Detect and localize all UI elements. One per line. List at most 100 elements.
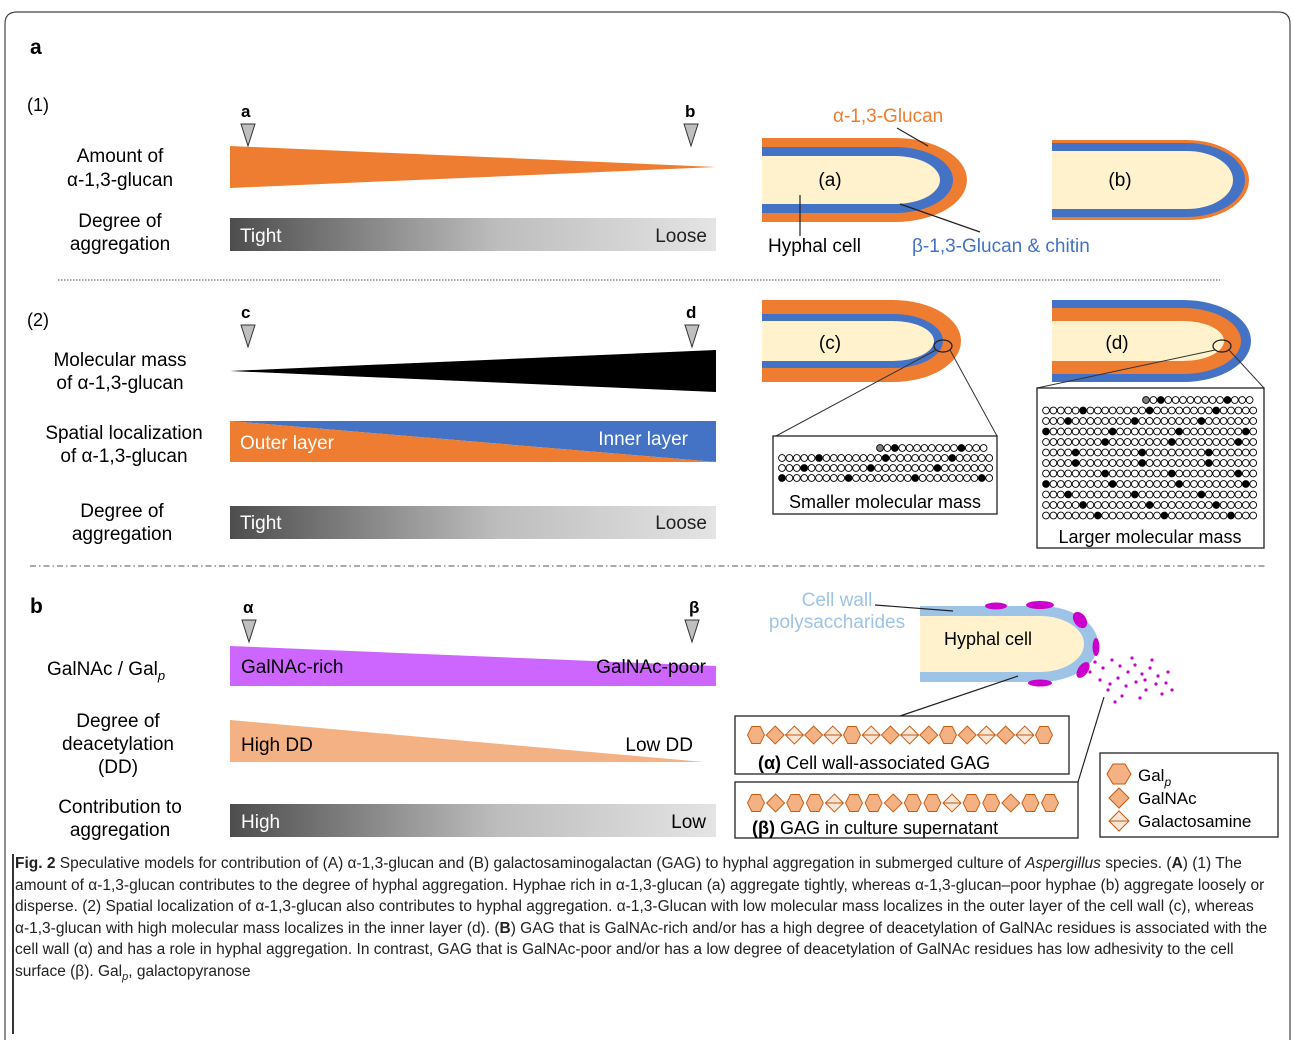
gal-hexagon [962, 794, 981, 812]
glucose-bead [1175, 438, 1184, 446]
aggregation-bar-1 [230, 218, 716, 251]
larger-mass-box [1036, 387, 1265, 549]
glucose-bead [1241, 438, 1250, 446]
glucose-bead [1212, 417, 1221, 425]
glucose-bead [1086, 417, 1095, 425]
glucose-bead [1056, 459, 1065, 467]
glucose-bead [1116, 448, 1124, 457]
glucose-bead [1101, 501, 1110, 509]
glucose-bead [1182, 490, 1191, 499]
glucose-bead [1093, 501, 1102, 509]
glucose-bead [1227, 438, 1235, 446]
hyphal-cell-label-b: Hyphal cell [944, 629, 1032, 649]
glucose-bead [1049, 490, 1058, 499]
marker-a-label: a [241, 102, 251, 121]
glucose-bead [1227, 448, 1235, 457]
glucose-bead [1079, 459, 1087, 467]
glucose-bead [1086, 469, 1095, 478]
hypha-panel-b [920, 601, 1100, 687]
gal-hexagon [923, 794, 942, 812]
glucose-bead [778, 464, 786, 472]
amount-label-line1: Amount of [77, 146, 164, 167]
glucose-bead [1234, 480, 1243, 488]
glucose-bead [1182, 501, 1191, 509]
low-label: Low [671, 812, 706, 833]
glucose-bead [1145, 427, 1154, 436]
glucose-bead [950, 444, 958, 452]
glucose-bead [1212, 459, 1221, 467]
glucose-bead [1049, 459, 1058, 467]
glucose-bead [903, 474, 912, 482]
glucose-bead [911, 474, 920, 482]
glucose-bead [963, 464, 971, 472]
glucose-bead [785, 464, 794, 472]
gag-dot [1116, 676, 1120, 680]
glucose-bead [1249, 469, 1258, 478]
glucose-bead [913, 444, 921, 452]
glucose-bead [1223, 396, 1232, 404]
glucose-bead [1108, 511, 1117, 520]
glucose-bead [898, 444, 907, 452]
mass-wedge [230, 350, 716, 392]
glucose-bead [1093, 490, 1102, 499]
larger-mass-label: Larger molecular mass [1058, 527, 1241, 547]
gag-dot [1101, 666, 1105, 670]
dd-label-line1: Degree of [76, 711, 160, 732]
tight-label-1: Tight [240, 226, 282, 247]
glucose-bead [1219, 427, 1228, 436]
glucose-bead [1190, 480, 1198, 488]
glucose-bead [1130, 469, 1139, 478]
loose-label-1: Loose [655, 226, 707, 247]
glucose-bead [1116, 490, 1124, 499]
glucose-bead [1208, 396, 1217, 404]
glucose-bead [1182, 438, 1191, 446]
glucose-bead [948, 464, 957, 472]
glucose-bead [1182, 511, 1191, 520]
glucose-bead [1123, 427, 1132, 436]
glucose-bead [785, 454, 794, 462]
glucose-bead [1101, 406, 1110, 415]
galnac-diamond [995, 725, 1016, 745]
glucose-bead [1249, 480, 1258, 488]
low-dd-label: Low DD [625, 735, 693, 756]
glucose-bead [935, 444, 944, 452]
glucose-bead [896, 454, 905, 462]
glucose-bead [778, 474, 786, 482]
glucose-bead [896, 464, 905, 472]
glucose-bead [918, 474, 927, 482]
glucose-bead [1249, 427, 1258, 436]
glucose-bead [1138, 469, 1147, 478]
glucose-bead [1160, 490, 1169, 499]
glucose-bead [1153, 448, 1161, 457]
glucose-bead [1049, 448, 1058, 457]
glucose-bead [1249, 511, 1258, 520]
glucose-bead [1212, 511, 1221, 520]
glucose-bead [1160, 511, 1169, 520]
glucose-bead [1167, 427, 1176, 436]
glucose-bead [1071, 459, 1080, 467]
glucose-bead [1079, 490, 1087, 499]
glucose-bead [837, 474, 846, 482]
marker-c-triangle [240, 324, 256, 349]
hypha-b [1052, 140, 1249, 220]
glucose-bead [1234, 427, 1243, 436]
glucose-bead [964, 444, 973, 452]
glucose-bead [844, 474, 853, 482]
glucose-bead [1042, 438, 1050, 446]
glucose-bead [1123, 406, 1132, 415]
glucose-bead [1227, 480, 1235, 488]
legend-gal-hexagon [1106, 763, 1132, 785]
glucose-bead [1219, 469, 1228, 478]
glucose-bead [829, 464, 838, 472]
gal-hexagon [746, 794, 766, 812]
glucose-bead [889, 464, 897, 472]
glucose-bead [1064, 511, 1073, 520]
glucose-bead [1204, 501, 1213, 509]
glucose-bead [970, 474, 979, 482]
marker-b-triangle [683, 123, 699, 148]
glucose-bead [815, 474, 823, 482]
glucose-bead [1145, 490, 1154, 499]
glucose-bead [1212, 448, 1221, 457]
glucose-bead [1130, 448, 1139, 457]
glucose-bead [1108, 406, 1117, 415]
